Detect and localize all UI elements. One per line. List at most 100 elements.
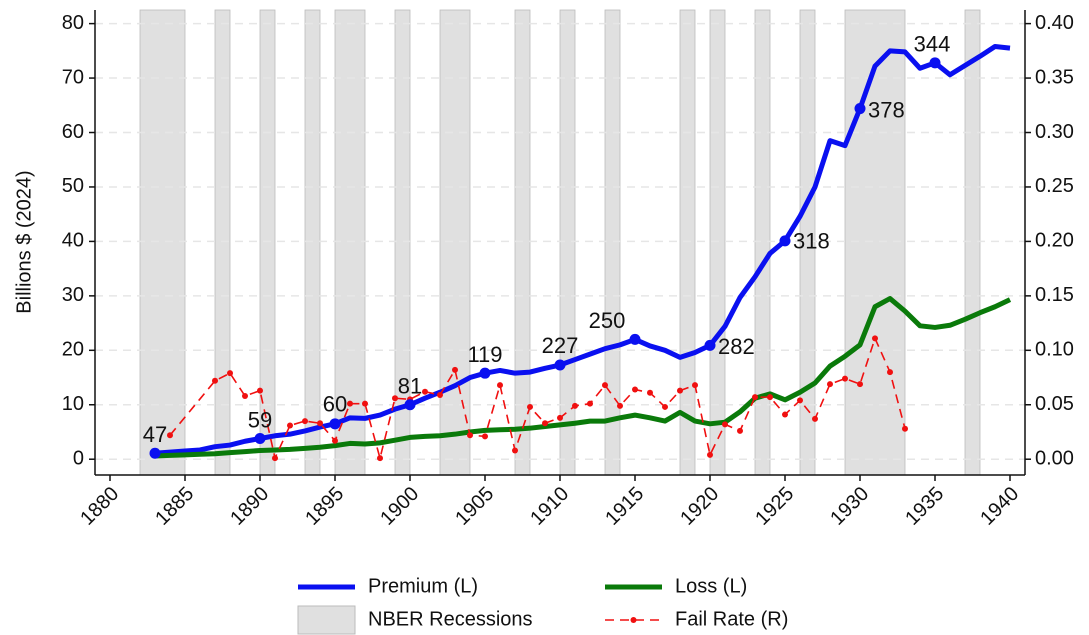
annotation-point <box>329 418 341 430</box>
x-tick-label: 1940 <box>976 483 1023 530</box>
series-point <box>242 393 248 400</box>
series-point <box>347 400 353 407</box>
series-point <box>482 433 488 440</box>
series-point <box>587 400 593 407</box>
recession-band <box>439 9 471 476</box>
recession-band <box>139 9 186 476</box>
y2-tick-label: 0.25 <box>1035 175 1074 197</box>
y2-tick-label: 0.40 <box>1035 12 1074 34</box>
x-tick-label: 1880 <box>76 483 123 530</box>
annotation-point <box>149 447 161 459</box>
legend: Premium (L) Loss (L) Fail Rate (R) NBER Rec… <box>297 575 788 635</box>
series-point <box>842 375 848 382</box>
series-point <box>722 421 728 428</box>
annotation-point <box>554 359 566 371</box>
series-point <box>467 432 473 439</box>
x-tick-label: 1890 <box>226 483 273 530</box>
x-tick-label: 1900 <box>376 483 423 530</box>
annotation-label: 119 <box>467 342 502 367</box>
annotation-point <box>704 339 716 351</box>
series-point <box>287 422 293 429</box>
x-tick-label: 1925 <box>751 483 798 530</box>
legend-label: NBER Recessions <box>368 608 533 630</box>
annotation-label: 250 <box>589 308 626 333</box>
y-tick-label: 50 <box>62 175 84 197</box>
x-tick-label: 1905 <box>451 483 498 530</box>
series-point <box>737 427 743 434</box>
series-point <box>767 394 773 401</box>
annotation-label: 378 <box>868 97 905 122</box>
recession-band <box>334 9 366 476</box>
legend-label: Premium (L) <box>368 575 478 597</box>
y-tick-label: 10 <box>62 393 84 415</box>
annotation-point <box>929 57 941 69</box>
series-point <box>422 388 428 395</box>
annotation-point <box>479 367 491 379</box>
series-point <box>872 335 878 342</box>
legend-swatch <box>297 605 356 635</box>
series-point <box>632 386 638 393</box>
series-point <box>317 420 323 427</box>
series-point <box>332 437 338 444</box>
recession-band <box>844 9 906 476</box>
series-point <box>602 382 608 389</box>
x-tick-label: 1930 <box>826 483 873 530</box>
y-tick-label: 60 <box>62 121 84 143</box>
series-point <box>797 397 803 404</box>
series-point <box>437 391 443 398</box>
series-point <box>302 418 308 425</box>
series-point <box>362 400 368 407</box>
series-point <box>377 455 383 462</box>
series-point <box>827 381 833 388</box>
series-point <box>617 402 623 409</box>
series-point <box>497 382 503 389</box>
y-tick-label: 30 <box>62 284 84 306</box>
y2-tick-label: 0.10 <box>1035 339 1074 361</box>
y2-tick-label: 0.30 <box>1035 121 1074 143</box>
series-point <box>557 414 563 421</box>
annotation-point <box>254 433 266 445</box>
y2-tick-label: 0.20 <box>1035 230 1074 252</box>
series-line <box>169 337 906 459</box>
annotation-label: 81 <box>398 374 422 399</box>
series-point <box>887 369 893 376</box>
annotation-point <box>854 103 866 115</box>
series-point <box>572 402 578 409</box>
annotation-label: 59 <box>248 407 272 432</box>
annotation-label: 47 <box>143 422 167 447</box>
legend-label: Loss (L) <box>675 575 747 597</box>
x-tick-label: 1915 <box>601 483 648 530</box>
y-tick-label: 20 <box>62 339 84 361</box>
x-tick-label: 1910 <box>526 483 573 530</box>
x-tick-label: 1920 <box>676 483 723 530</box>
series-point <box>452 366 458 373</box>
annotation-point <box>629 333 641 345</box>
series-point <box>542 420 548 427</box>
y-axis-label: Billions $ (2024) <box>13 170 35 313</box>
x-tick-label: 1935 <box>901 483 948 530</box>
y-tick-label: 70 <box>62 66 84 88</box>
series-point <box>257 387 263 394</box>
series-point <box>857 381 863 388</box>
y2-tick-label: 0.00 <box>1035 447 1074 469</box>
series-point <box>812 415 818 422</box>
annotation-label: 282 <box>718 334 755 359</box>
series-line <box>154 296 1012 459</box>
y-tick-label: 40 <box>62 230 84 252</box>
y-tick-label: 80 <box>62 12 84 34</box>
series-point <box>272 455 278 462</box>
series-line <box>154 43 1011 456</box>
legend-swatch-dot <box>630 617 637 623</box>
series-point <box>752 394 758 401</box>
y2-tick-label: 0.05 <box>1035 393 1074 415</box>
series-point <box>512 447 518 454</box>
series-point <box>902 425 908 432</box>
series-point <box>662 403 668 410</box>
annotation-label: 344 <box>914 32 951 57</box>
series-point <box>527 403 533 410</box>
annotation-label: 227 <box>542 333 579 358</box>
series-point <box>782 411 788 418</box>
x-tick-label: 1885 <box>151 483 198 530</box>
annotation-point <box>779 235 791 247</box>
